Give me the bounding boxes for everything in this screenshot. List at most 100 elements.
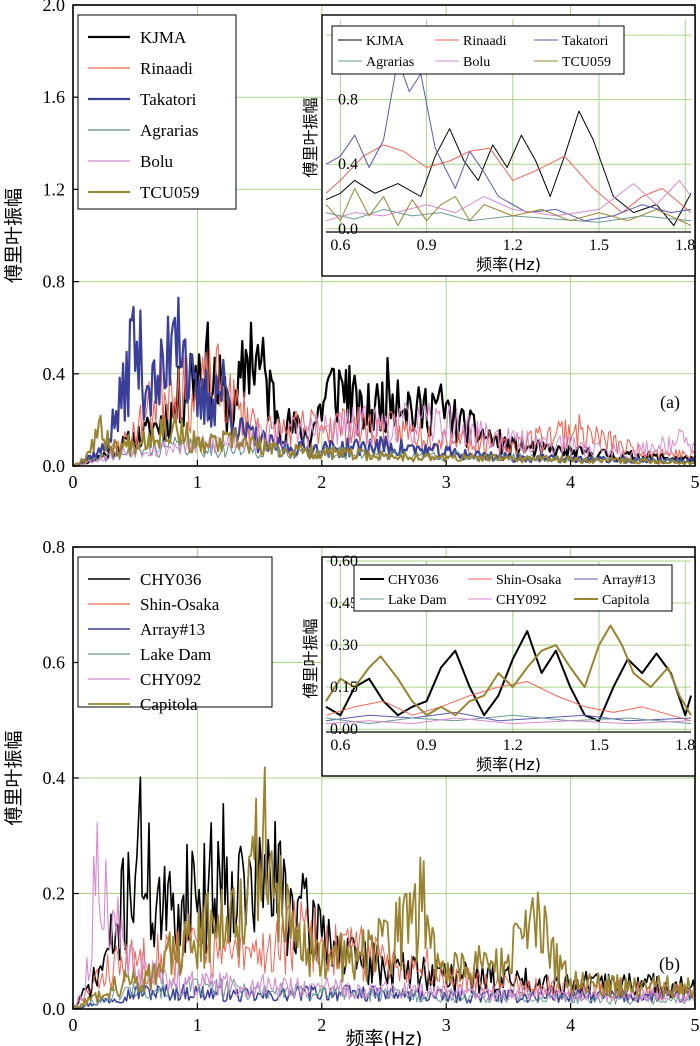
inset-legend-label: Shin-Osaka	[496, 573, 562, 588]
inset-x-tick-label: 1.8	[675, 237, 695, 254]
inset-y-tick-label: 0.30	[330, 637, 358, 654]
series-line-takatori	[72, 296, 696, 467]
legend-label: Rinaadi	[140, 59, 193, 78]
y-tick-label: 1.2	[43, 179, 66, 199]
x-tick-label: 3	[442, 472, 451, 492]
inset-series-line-rinaadi	[325, 144, 692, 214]
y-tick-label: 2.0	[43, 0, 66, 15]
inset-y-tick-label: 0.15	[330, 679, 358, 696]
inset-x-axis-label: 频率(Hz)	[476, 255, 541, 274]
inset-legend-label: Takatori	[562, 34, 609, 49]
x-tick-label: 4	[566, 472, 575, 492]
x-tick-label: 2	[317, 1015, 326, 1035]
y-tick-label: 0.6	[43, 653, 66, 673]
x-tick-label: 1	[193, 1015, 202, 1035]
legend-label: CHY036	[140, 570, 201, 589]
y-tick-label: 0.0	[43, 999, 66, 1019]
legend-label: Lake Dam	[140, 645, 211, 664]
x-tick-label: 5	[691, 472, 700, 492]
series-line-chy092	[72, 821, 696, 1010]
legend-label: Capitola	[140, 695, 198, 714]
y-tick-label: 0.8	[43, 272, 66, 292]
legend-label: Takatori	[140, 90, 197, 109]
y-tick-label: 0.0	[43, 456, 66, 476]
legend-label: CHY092	[140, 670, 201, 689]
panel-label: (a)	[660, 392, 680, 413]
inset-series-group	[325, 58, 692, 226]
chart-panel-a: 0 1 2 3 4 5 0.0 0.4 0.8 1.2 1.6 2.0 傅里叶振幅 KJMA Rinaadi…	[3, 0, 700, 492]
inset-legend-label: Rinaadi	[463, 34, 507, 49]
x-tick-label: 2	[317, 472, 326, 492]
legend-box	[77, 556, 273, 708]
inset-series-line-chy092	[325, 717, 692, 725]
legend-label: KJMA	[140, 28, 187, 47]
inset-series-group	[325, 624, 692, 725]
legend: CHY036 Shin-Osaka Array#13 Lake Dam CHY092 Ca…	[77, 556, 273, 714]
y-tick-label: 1.6	[43, 87, 66, 107]
inset-x-tick-label: 1.2	[503, 237, 523, 254]
series-group	[72, 766, 696, 1010]
inset-y-tick-label: 0.4	[338, 156, 358, 173]
inset-chart: 0.6 0.9 1.2 1.5 1.8 0.00 0.15 0.30 0.45 0.60 频率(Hz…	[301, 553, 696, 777]
legend-label: Bolu	[140, 152, 174, 171]
inset-legend-label: Bolu	[463, 55, 490, 70]
series-group	[72, 296, 697, 468]
inset-y-tick-label: 0.00	[330, 721, 358, 738]
x-axis-label: 频率(Hz)	[345, 1028, 422, 1046]
inset-series-line-chy036	[325, 630, 692, 722]
legend-label: Shin-Osaka	[140, 595, 220, 614]
inset-y-axis-label: 傅里叶振幅	[301, 618, 320, 698]
legend-label: Array#13	[140, 620, 205, 639]
inset-series-line-takatori	[325, 58, 692, 222]
inset-series-line-kjma	[325, 110, 692, 226]
y-tick-label: 0.4	[43, 768, 66, 788]
legend: KJMA Rinaadi Takatori Agrarias Bolu TCU059	[77, 14, 237, 210]
series-line-lake-dam	[72, 976, 696, 1010]
inset-legend-label: KJMA	[366, 34, 405, 49]
x-tick-label: 4	[566, 1015, 575, 1035]
inset-x-tick-label: 1.5	[589, 237, 609, 254]
legend-label: Agrarias	[140, 121, 199, 140]
inset-x-axis-label: 频率(Hz)	[476, 755, 541, 774]
inset-series-line-capitola	[325, 624, 692, 717]
inset-x-tick-label: 1.2	[503, 737, 523, 754]
inset-x-tick-label: 0.9	[417, 737, 437, 754]
inset-legend-label: TCU059	[562, 55, 611, 70]
inset-legend-label: Capitola	[602, 593, 650, 608]
y-tick-label: 0.2	[43, 884, 66, 904]
inset-y-axis-label: 傅里叶振幅	[301, 97, 320, 177]
chart-panel-b: 0 1 2 3 4 50.00.20.40.60.8傅里叶振幅频率(Hz)CHY036Sh…	[3, 537, 700, 1046]
inset-chart: 0.60.91.21.51.80.00.40.81.2频率(Hz)傅里叶振幅KJ…	[301, 14, 696, 277]
inset-legend-label: Agrarias	[366, 55, 414, 70]
inset-legend-label: CHY036	[388, 573, 439, 588]
y-axis-label: 傅里叶振幅	[3, 730, 25, 825]
y-tick-label: 0.4	[43, 364, 66, 384]
series-line-bolu	[72, 402, 696, 467]
inset-x-tick-label: 0.6	[330, 737, 350, 754]
inset-y-tick-label: 0.60	[330, 553, 358, 570]
inset-series-line-bolu	[325, 179, 692, 222]
x-tick-label: 0	[69, 472, 78, 492]
y-tick-label: 0.8	[43, 537, 66, 557]
inset-legend-box	[353, 564, 673, 612]
x-tick-label: 0	[69, 1015, 78, 1035]
inset-series-line-shin-osaka	[325, 681, 692, 722]
inset-y-tick-label: 0.8	[338, 92, 358, 109]
inset-legend: CHY036 Shin-Osaka Array#13 Lake Dam CHY092 Ca…	[353, 564, 673, 612]
inset-series-line-lake-dam	[325, 714, 692, 725]
inset-legend-label: CHY092	[496, 593, 547, 608]
inset-x-tick-label: 1.8	[675, 737, 695, 754]
x-tick-label: 1	[193, 472, 202, 492]
series-line-tcu059	[72, 414, 696, 467]
inset-legend-box	[331, 25, 625, 75]
inset-legend: KJMA Rinaadi Takatori Agrarias Bolu TCU059	[331, 25, 625, 75]
x-tick-label: 5	[691, 1015, 700, 1035]
legend-label: TCU059	[140, 183, 200, 202]
legend-box	[77, 14, 237, 210]
inset-x-tick-label: 0.9	[417, 237, 437, 254]
inset-legend-label: Lake Dam	[388, 593, 447, 608]
inset-y-tick-label: 0.0	[338, 221, 358, 238]
inset-legend-label: Array#13	[602, 573, 656, 588]
inset-x-tick-label: 1.5	[589, 737, 609, 754]
